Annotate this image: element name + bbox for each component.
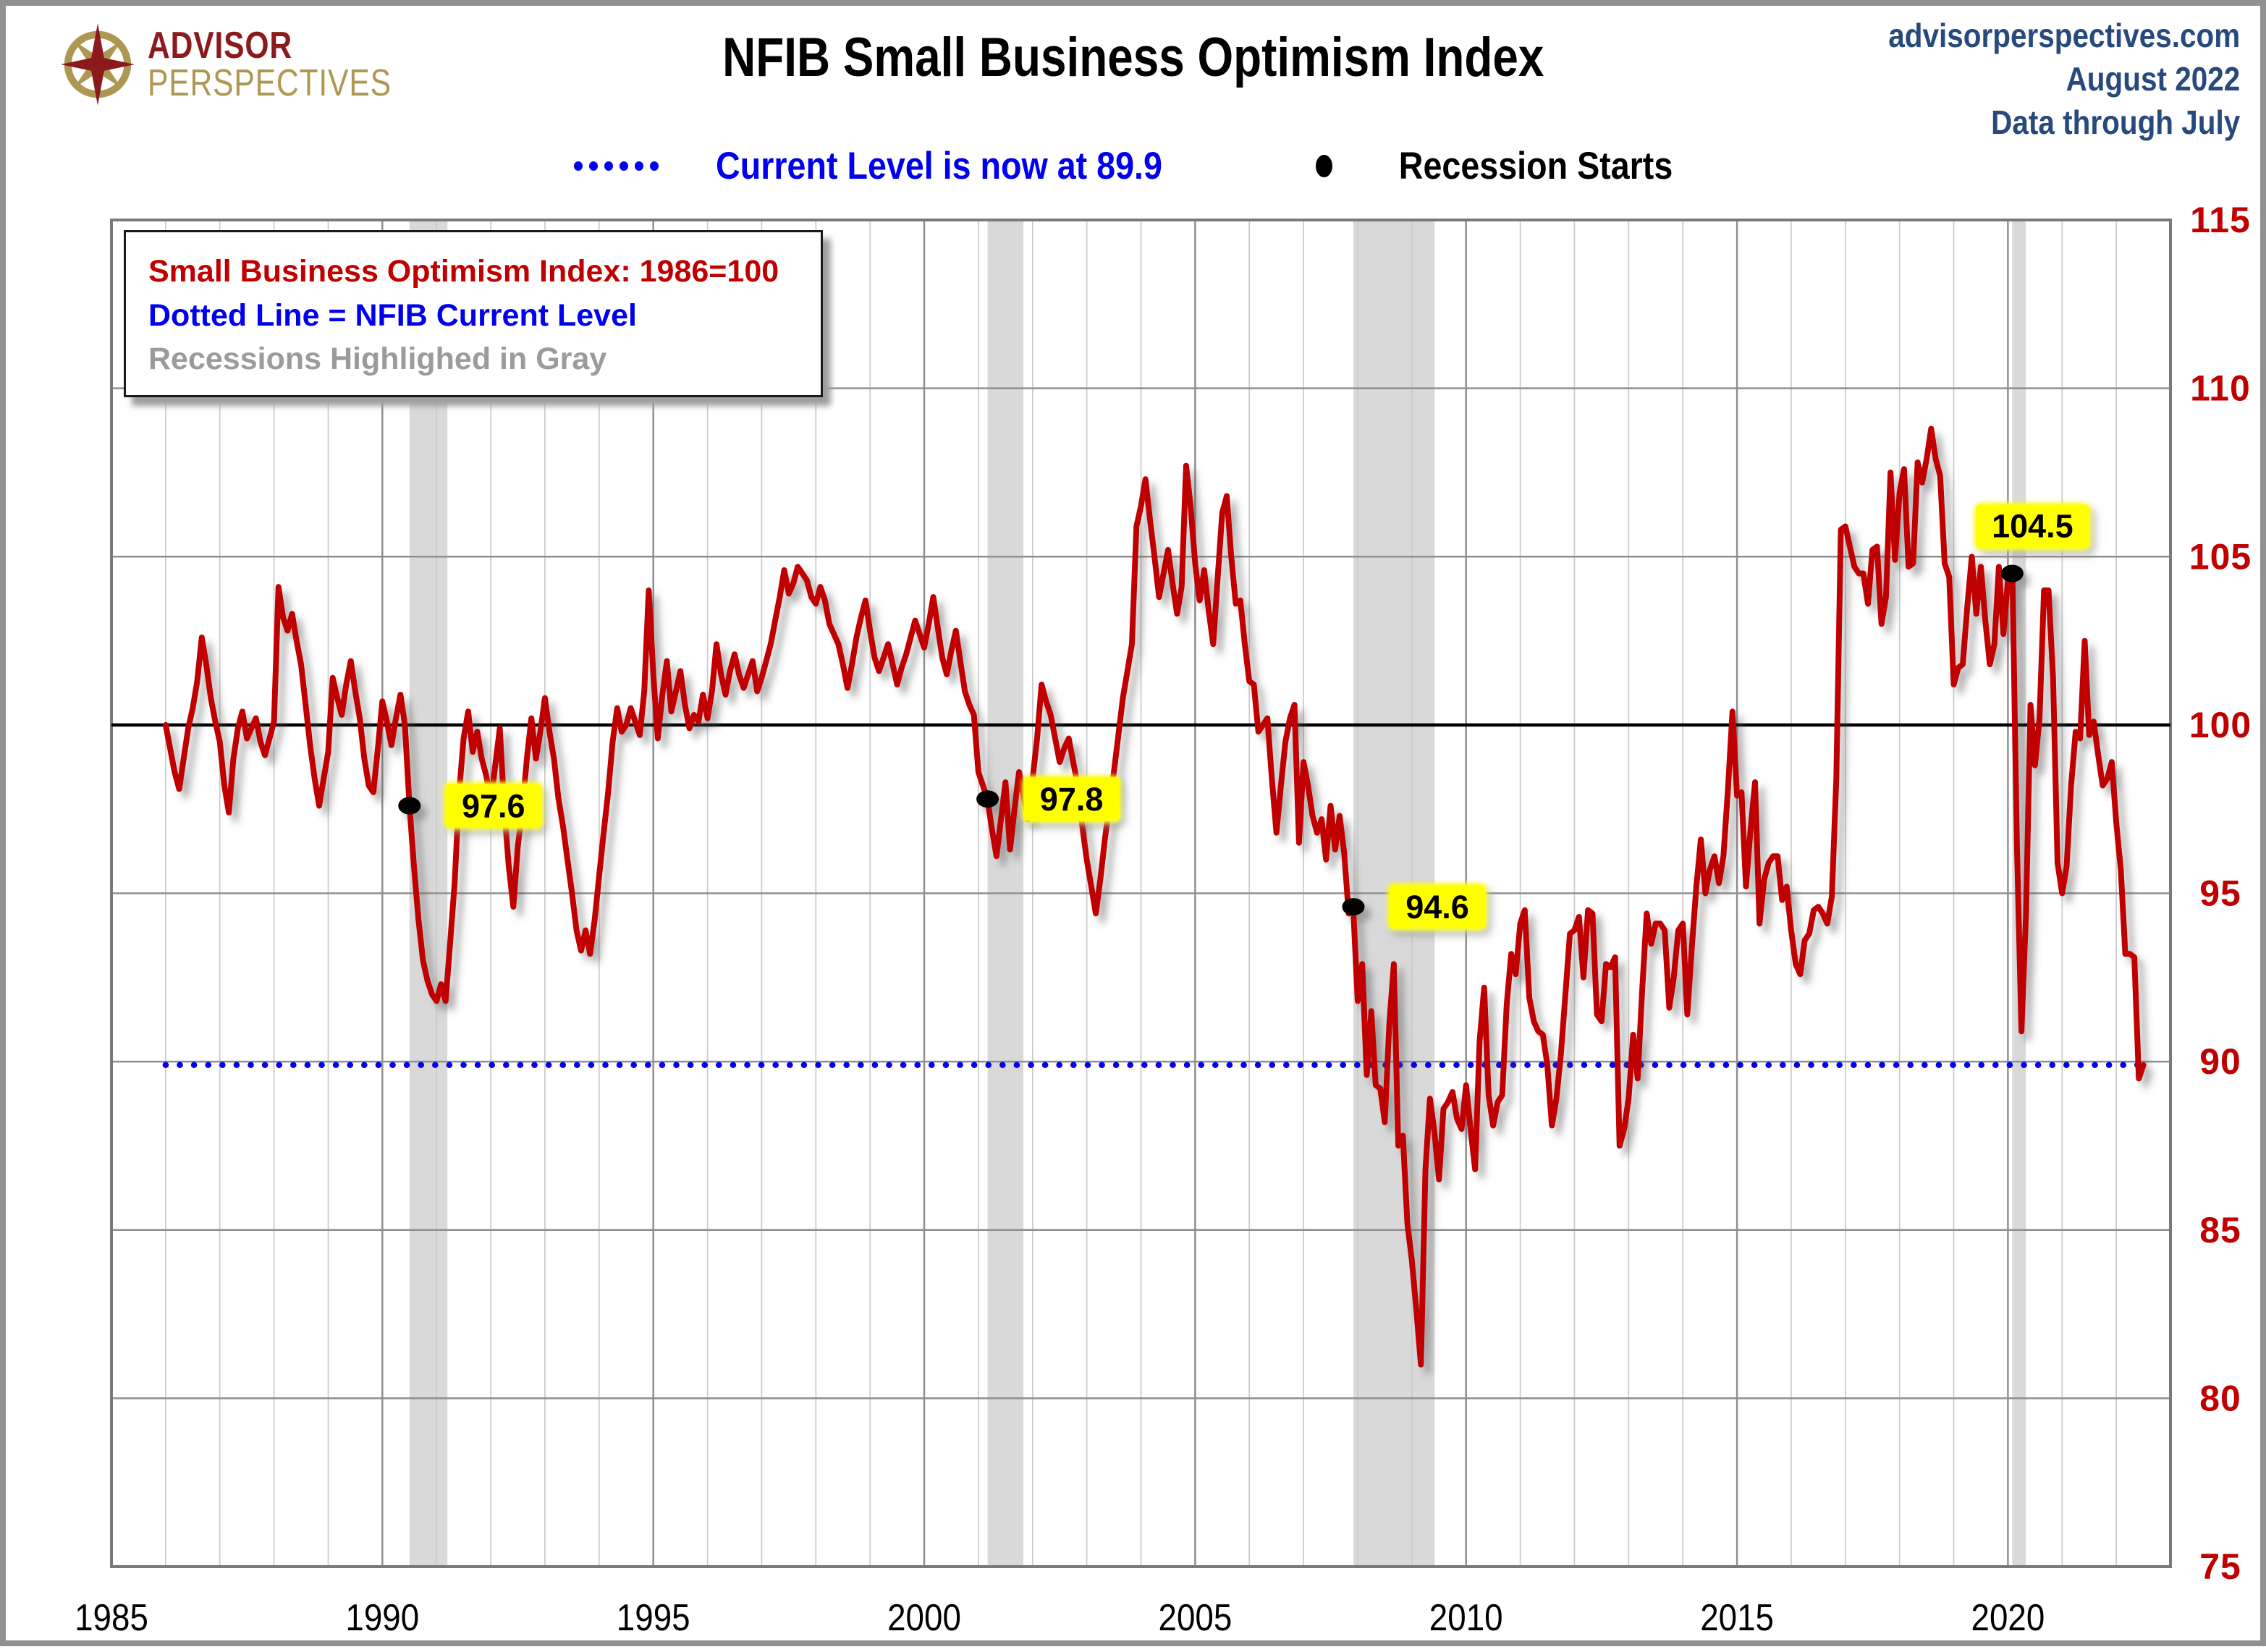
legend-dotted-note: Dotted Line = NFIB Current Level bbox=[148, 297, 637, 333]
svg-text:94.6: 94.6 bbox=[1405, 889, 1469, 925]
y-axis-tick-label: 95 bbox=[2199, 873, 2241, 914]
svg-text:97.8: 97.8 bbox=[1040, 781, 1104, 818]
recession-start-dot-icon bbox=[1316, 154, 1333, 177]
svg-text:104.5: 104.5 bbox=[1992, 508, 2073, 545]
y-axis-tick-label: 115 bbox=[2190, 200, 2251, 240]
report-month-text: August 2022 bbox=[2066, 59, 2240, 98]
x-axis-tick-label: 2010 bbox=[1429, 1597, 1503, 1638]
recession-start-dot bbox=[2000, 564, 2024, 583]
recession-start-label: 97.8 bbox=[1023, 777, 1120, 821]
recession-start-dot bbox=[398, 797, 421, 815]
optimism-index-chart: 97.6 97.8 94.6 104.5 1985 1990 1995 2000 200… bbox=[75, 200, 2252, 1639]
recession-start-label: 104.5 bbox=[1976, 504, 2089, 548]
recession-start-dot bbox=[976, 790, 999, 808]
compass-rose-icon bbox=[60, 23, 135, 106]
optimism-index-line bbox=[162, 425, 2147, 1368]
site-url-text: advisorperspectives.com bbox=[1887, 17, 2240, 54]
legend-current-level-label: Current Level is now at 89.9 bbox=[716, 144, 1163, 187]
x-axis-tick-label: 1990 bbox=[345, 1597, 419, 1638]
x-axis-tick-label: 2015 bbox=[1700, 1597, 1774, 1638]
logo-perspectives-text: PERSPECTIVES bbox=[148, 62, 392, 104]
data-through-text: Data through July bbox=[1990, 103, 2240, 141]
recession-start-label: 97.6 bbox=[445, 784, 541, 828]
recession-start-dot bbox=[1342, 898, 1365, 916]
inplot-legend-box: Small Business Optimism Index: 1986=100 … bbox=[124, 230, 823, 397]
y-axis-tick-label: 85 bbox=[2199, 1210, 2241, 1250]
svg-text:97.6: 97.6 bbox=[462, 788, 525, 825]
logo-advisor-text: ADVISOR bbox=[148, 25, 293, 67]
y-axis-tick-label: 110 bbox=[2190, 368, 2251, 409]
legend-index-note: Small Business Optimism Index: 1986=100 bbox=[148, 254, 779, 289]
page-title: NFIB Small Business Optimism Index bbox=[722, 27, 1544, 88]
advisor-perspectives-logo: ADVISOR PERSPECTIVES bbox=[55, 22, 445, 107]
y-axis-tick-label: 105 bbox=[2189, 536, 2252, 577]
x-axis-tick-label: 2020 bbox=[1971, 1597, 2045, 1638]
x-axis-tick-label: 2005 bbox=[1159, 1597, 1233, 1638]
y-axis-tick-label: 100 bbox=[2189, 705, 2252, 745]
dotted-line-sample-icon bbox=[574, 161, 665, 171]
x-axis-tick-label: 2000 bbox=[887, 1597, 961, 1638]
x-axis-tick-label: 1995 bbox=[617, 1597, 690, 1638]
x-axis-tick-label: 1985 bbox=[75, 1597, 148, 1638]
y-axis-tick-label: 80 bbox=[2199, 1378, 2241, 1418]
y-axis-tick-label: 90 bbox=[2199, 1041, 2241, 1082]
header-right: advisorperspectives.com August 2022 Data… bbox=[1840, 14, 2240, 144]
legend-recession-starts-label: Recession Starts bbox=[1399, 144, 1673, 187]
chart-top-legend: Current Level is now at 89.9 Recession S… bbox=[6, 140, 2260, 191]
legend-recession-note: Recessions Highlighed in Gray bbox=[148, 342, 607, 377]
y-axis-tick-label: 75 bbox=[2199, 1546, 2241, 1587]
recession-start-label: 94.6 bbox=[1390, 885, 1485, 929]
